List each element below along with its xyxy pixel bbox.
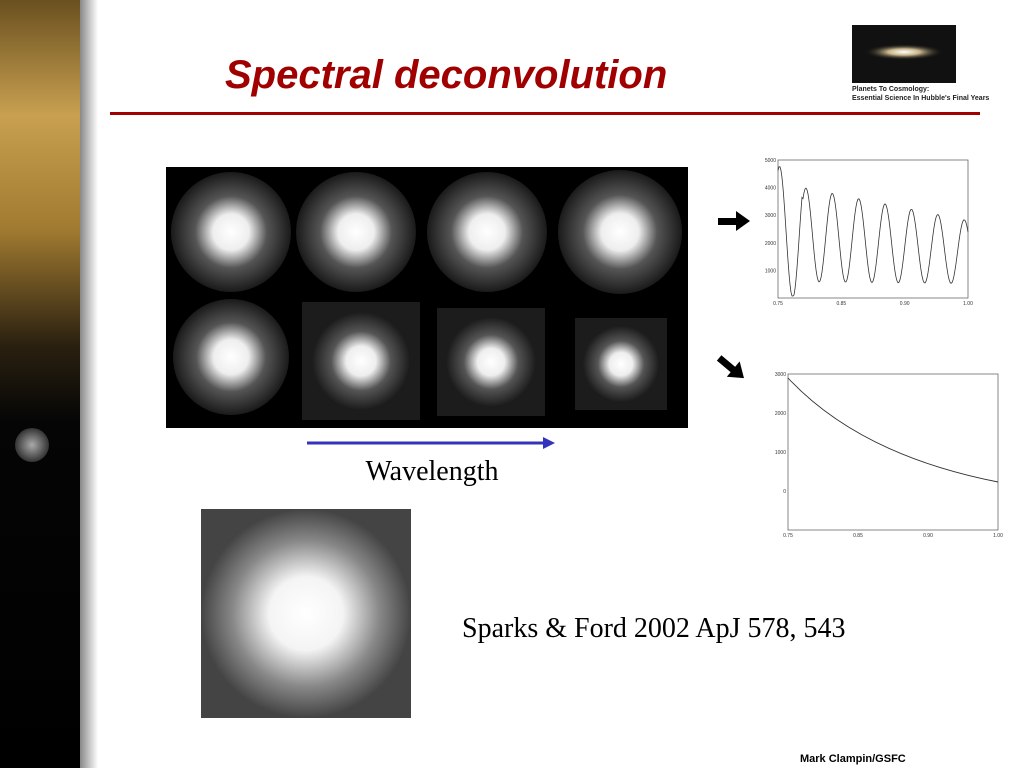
psf-glow xyxy=(201,509,411,718)
axis-label: 0.90 xyxy=(923,533,933,539)
speckle-image xyxy=(311,311,411,411)
speckle-image xyxy=(582,325,660,403)
axis-label: 2000 xyxy=(775,411,786,417)
speckle-image xyxy=(173,299,289,415)
logo-text: Planets To Cosmology: xyxy=(852,86,929,93)
logo-text: Essential Science In Hubble's Final Year… xyxy=(852,95,989,102)
plot-bottom: 3000 2000 1000 0 0.75 0.85 0.90 1.00 xyxy=(775,372,1003,539)
citation: Sparks & Ford 2002 ApJ 578, 543 xyxy=(462,613,845,644)
axis-label: 1000 xyxy=(775,450,786,456)
side-strip xyxy=(0,0,80,768)
title-rule xyxy=(110,112,980,115)
speckle-image xyxy=(445,316,537,408)
axis-label: 0.90 xyxy=(900,301,910,307)
axis-label: 4000 xyxy=(765,186,776,192)
axis-label: 1.00 xyxy=(993,533,1003,539)
arrow-bottom xyxy=(716,355,744,379)
axis-label: 2000 xyxy=(765,241,776,247)
arrow-top xyxy=(718,211,750,231)
wavelength-arrowhead xyxy=(543,437,555,449)
axis-label: 0 xyxy=(783,489,786,495)
moon xyxy=(15,428,49,462)
axis-label: 1.00 xyxy=(963,301,973,307)
axis-label: 1000 xyxy=(765,268,776,274)
axis-label: 5000 xyxy=(765,158,776,164)
logo-galaxy xyxy=(864,44,944,60)
footer: Mark Clampin/GSFC xyxy=(800,753,906,765)
axis-label: 0.85 xyxy=(836,301,846,307)
speckle-image xyxy=(296,172,416,292)
image-grid xyxy=(166,167,688,428)
strip-shadow xyxy=(80,0,98,768)
axis-label: 3000 xyxy=(775,372,786,378)
axis-label: 0.75 xyxy=(773,301,783,307)
wavelength-label: Wavelength xyxy=(365,456,498,487)
axis-label: 0.75 xyxy=(783,533,793,539)
axis-label: 0.85 xyxy=(853,533,863,539)
axis-label: 3000 xyxy=(765,213,776,219)
speckle-image xyxy=(427,172,547,292)
plot-top: 5000 4000 3000 2000 1000 0.75 0.85 0.90 1.00 xyxy=(765,158,973,307)
title: Spectral deconvolution xyxy=(225,53,667,97)
speckle-image xyxy=(171,172,291,292)
speckle-image xyxy=(558,170,682,294)
